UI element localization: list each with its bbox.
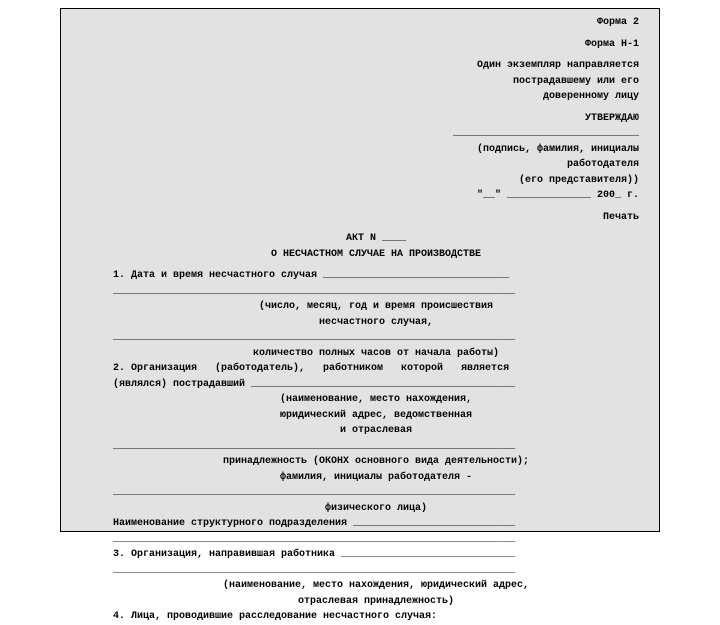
item-3: 3. Организация, направившая работника __… (113, 547, 639, 563)
signature-hint-1: (подпись, фамилия, инициалы (113, 142, 639, 158)
copy-note-line1: Один экземпляр направляется (113, 58, 639, 74)
item-4: 4. Лица, проводившие расследование несча… (113, 609, 639, 625)
approve-sign-line: _______________________________ (113, 126, 639, 142)
item-2-hint-1: (наименование, место нахождения, (113, 392, 639, 408)
approve-date: "__" ______________ 200_ г. (113, 188, 639, 204)
rule-4: ________________________________________… (113, 485, 639, 501)
item-1: 1. Дата и время несчастного случая _____… (113, 268, 639, 284)
item-2-line-a: 2. Организация (работодатель), работнико… (113, 361, 639, 377)
copy-note-line2: пострадавшему или его (113, 74, 639, 90)
approve-label: УТВЕРЖДАЮ (113, 111, 639, 127)
item-1-hint-3: количество полных часов от начала работы… (113, 346, 639, 362)
item-2-hint-6: физического лица) (113, 501, 639, 517)
item-2-hint-4: принадлежность (ОКОНХ основного вида дея… (113, 454, 639, 470)
document-page: Форма 2 Форма Н-1 Один экземпляр направл… (60, 8, 660, 532)
signature-hint-3: (его представителя)) (113, 173, 639, 189)
form-number-h1: Форма Н-1 (113, 37, 639, 53)
item-2-hint-2: юридический адрес, ведомственная (113, 408, 639, 424)
item-3-hint-1: (наименование, место нахождения, юридиче… (113, 578, 639, 594)
item-1-hint-2: несчастного случая, (113, 315, 639, 331)
item-2-hint-5: фамилия, инициалы работодателя - (113, 470, 639, 486)
akt-number: АКТ N ____ (113, 231, 639, 247)
copy-note-line3: доверенному лицу (113, 89, 639, 105)
item-2-hint-3: и отраслевая (113, 423, 639, 439)
signature-hint-2: работодателя (113, 157, 639, 173)
rule-5: ________________________________________… (113, 532, 639, 548)
item-3-hint-2: отраслевая принадлежность) (113, 594, 639, 610)
akt-title: О НЕСЧАСТНОМ СЛУЧАЕ НА ПРОИЗВОДСТВЕ (113, 247, 639, 263)
rule-1: ________________________________________… (113, 284, 639, 300)
item-2-subunit: Наименование структурного подразделения … (113, 516, 639, 532)
item-1-hint-1: (число, месяц, год и время происшествия (113, 299, 639, 315)
form-number-2: Форма 2 (113, 15, 639, 31)
rule-3: ________________________________________… (113, 439, 639, 455)
item-2-line-b: (являлся) пострадавший _________________… (113, 377, 639, 393)
rule-6: ________________________________________… (113, 563, 639, 579)
rule-2: ________________________________________… (113, 330, 639, 346)
seal-label: Печать (113, 210, 639, 226)
